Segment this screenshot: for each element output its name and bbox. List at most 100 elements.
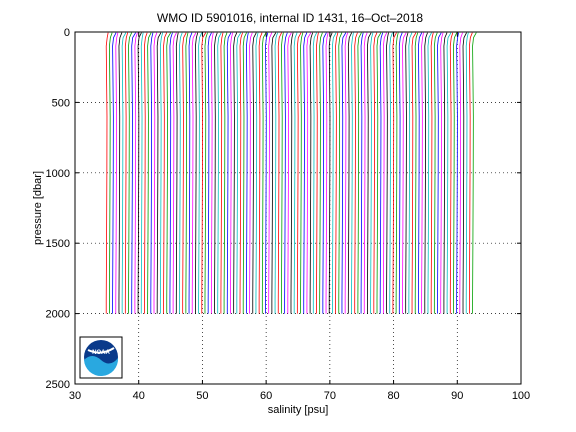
- profile-line: [376, 32, 382, 314]
- profile-line: [188, 32, 193, 314]
- profile-line: [427, 32, 432, 314]
- x-tick-label: 80: [387, 390, 399, 402]
- profile-line: [472, 32, 477, 314]
- profile-line: [230, 32, 234, 314]
- profile-line: [325, 32, 329, 314]
- profile-line: [379, 32, 384, 314]
- profile-line: [163, 32, 168, 314]
- y-tick-label: 0: [64, 27, 70, 39]
- profile-line: [386, 32, 389, 314]
- profile-line: [210, 32, 214, 314]
- profile-line: [335, 32, 339, 314]
- profile-line: [131, 32, 136, 314]
- x-tick-label: 40: [133, 390, 145, 402]
- profile-line: [363, 32, 368, 314]
- profile-line: [316, 32, 319, 314]
- profile-line: [344, 32, 349, 314]
- profile-line: [124, 32, 129, 314]
- profile-line: [459, 32, 463, 314]
- profile-line: [198, 32, 203, 314]
- profile-line: [309, 32, 314, 314]
- profile-line: [252, 32, 257, 314]
- y-tick-label: 2000: [46, 309, 70, 321]
- profile-line: [411, 32, 417, 314]
- profile-line: [300, 32, 304, 314]
- profile-line: [418, 32, 423, 314]
- profile-line: [351, 32, 354, 314]
- x-tick-label: 70: [324, 390, 336, 402]
- x-tick-label: 100: [512, 390, 530, 402]
- profile-line: [195, 32, 199, 314]
- profile-line: [462, 32, 467, 314]
- profile-line: [424, 32, 428, 314]
- profile-line: [408, 32, 413, 314]
- profile-line: [191, 32, 197, 314]
- logo-wave: [84, 356, 119, 377]
- profile-line: [370, 32, 374, 314]
- profile-line: [109, 32, 113, 314]
- profile-line: [354, 32, 358, 314]
- profile-line: [277, 32, 282, 314]
- plot-frame: [74, 31, 522, 385]
- profile-line: [382, 32, 388, 314]
- profile-line: [239, 32, 243, 314]
- profile-line: [217, 32, 222, 314]
- profile-line: [204, 32, 208, 314]
- profile-line: [115, 32, 119, 314]
- profile-line: [398, 32, 403, 314]
- profile-line: [332, 32, 337, 314]
- profile-line: [137, 32, 142, 314]
- profile-line: [281, 32, 284, 314]
- profile-line: [201, 32, 207, 314]
- profile-line: [306, 32, 312, 314]
- profile-line: [341, 32, 347, 314]
- profile-line: [357, 32, 362, 314]
- profile-line: [367, 32, 372, 314]
- profile-line: [207, 32, 212, 314]
- profile-line: [373, 32, 378, 314]
- profile-line: [249, 32, 253, 314]
- x-tick-label: 30: [69, 390, 81, 402]
- profile-line: [395, 32, 399, 314]
- profile-line: [360, 32, 364, 314]
- profile-line: [328, 32, 333, 314]
- profile-line: [456, 32, 459, 314]
- logo-gull: [87, 347, 115, 354]
- y-tick-label: 500: [52, 97, 70, 109]
- profile-line: [233, 32, 238, 314]
- profile-line: [159, 32, 164, 314]
- profile-line: [255, 32, 259, 314]
- profile-line: [153, 32, 158, 314]
- profile-line: [128, 32, 133, 314]
- noaa-logo: NOAA: [79, 336, 123, 379]
- profile-line: [172, 32, 177, 314]
- profile-line: [105, 32, 109, 314]
- profile-line: [147, 32, 152, 314]
- profile-line: [169, 32, 173, 314]
- profile-line: [265, 32, 269, 314]
- profile-line: [223, 32, 228, 314]
- profile-line: [347, 32, 353, 314]
- y-tick-label: 2500: [46, 379, 70, 391]
- profile-line: [236, 32, 242, 314]
- profile-line: [465, 32, 469, 314]
- profile-line: [287, 32, 292, 314]
- profile-line: [214, 32, 218, 314]
- profile-line: [245, 32, 249, 314]
- chart-title: WMO ID 5901016, internal ID 1431, 16–Oct…: [157, 11, 423, 25]
- profile-line: [156, 32, 162, 314]
- profile-line: [312, 32, 317, 314]
- profile-line: [402, 32, 407, 314]
- profile-line: [274, 32, 278, 314]
- profile-line: [433, 32, 438, 314]
- profile-line: [261, 32, 267, 314]
- profile-line: [182, 32, 187, 314]
- profile-line: [293, 32, 298, 314]
- profile-line: [118, 32, 123, 314]
- profile-line: [179, 32, 183, 314]
- profile-line: [449, 32, 454, 314]
- profile-line: [468, 32, 473, 314]
- logo-text: NOAA: [92, 350, 110, 356]
- profile-line: [443, 32, 448, 314]
